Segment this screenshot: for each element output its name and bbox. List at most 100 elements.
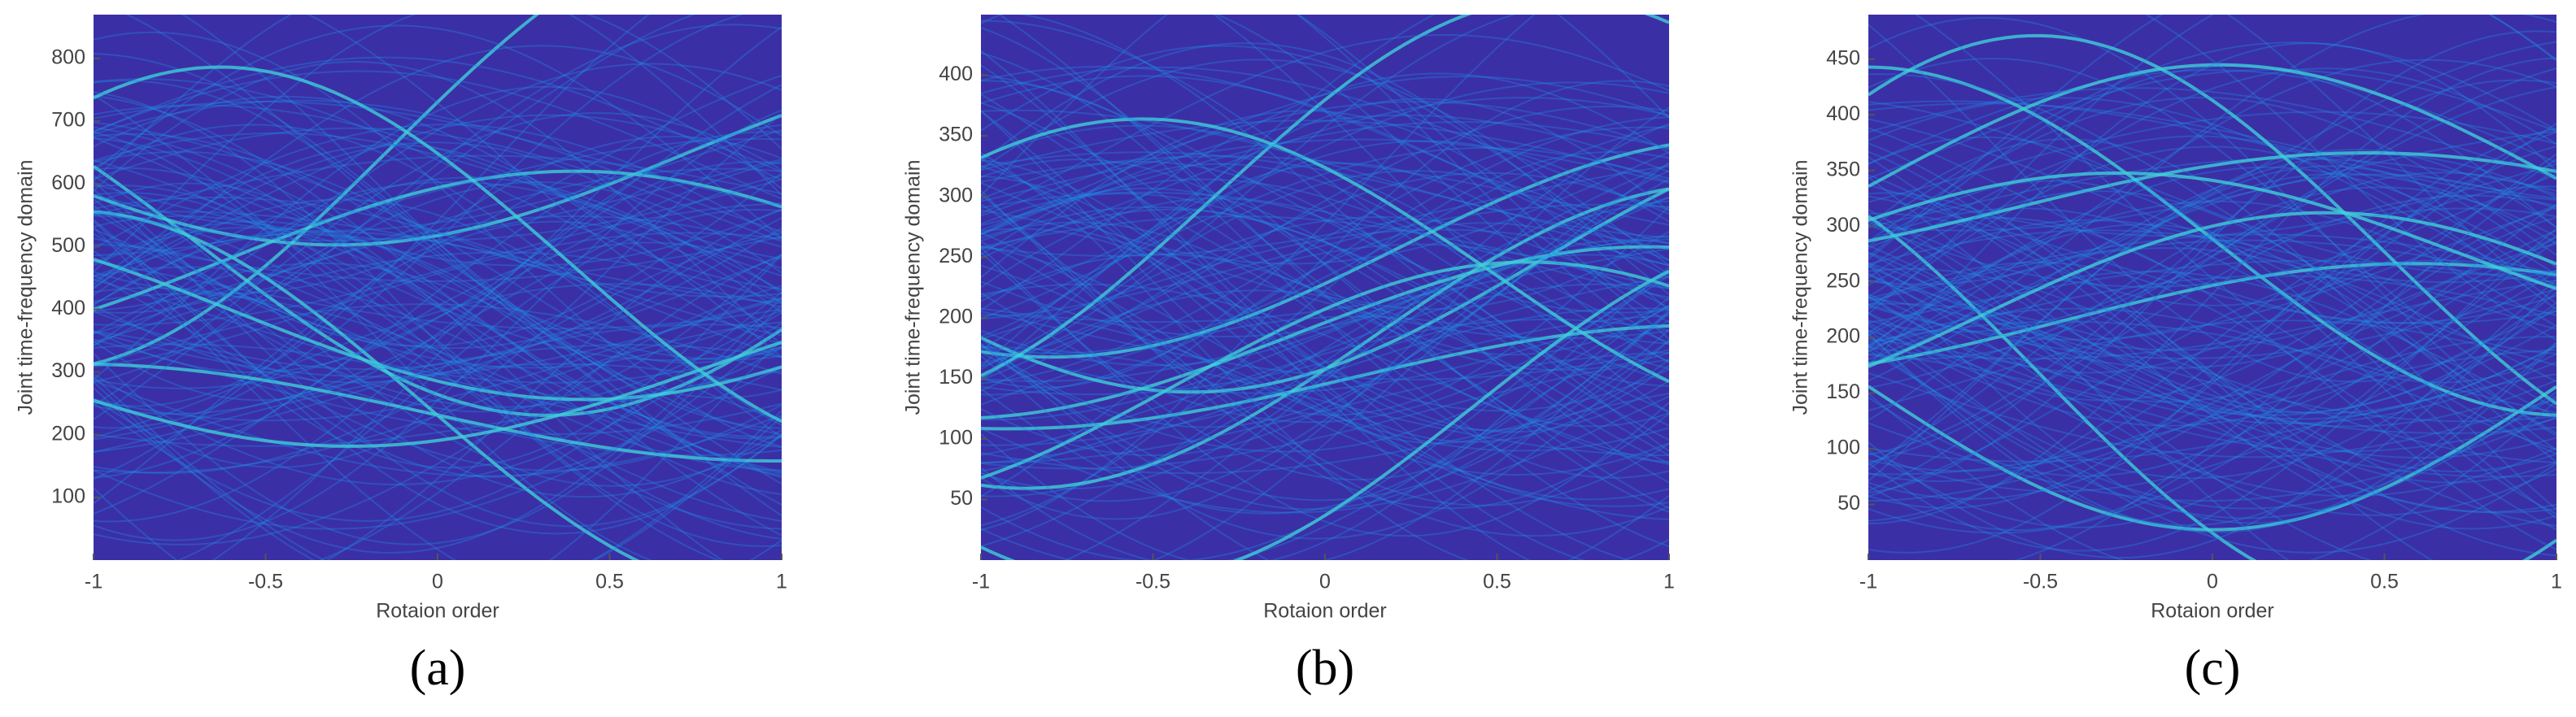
y-tick-label: 700	[51, 109, 85, 132]
curve	[981, 15, 1669, 363]
curve	[981, 165, 1669, 257]
curve	[94, 141, 782, 294]
curve	[2226, 15, 2556, 305]
curve	[94, 228, 782, 369]
curve	[1868, 192, 2434, 560]
x-tick-label: -0.5	[248, 571, 283, 593]
curve	[1868, 67, 2556, 333]
curve	[1868, 123, 2556, 374]
curve	[1868, 145, 2556, 483]
curve	[1868, 207, 2556, 389]
curve	[94, 215, 782, 479]
curve	[981, 165, 1669, 501]
curve	[1868, 288, 2556, 359]
curve	[981, 73, 1669, 314]
curve	[981, 283, 1669, 472]
curve	[981, 120, 1669, 227]
curve	[94, 15, 540, 366]
curve	[94, 215, 782, 530]
curve	[1868, 372, 2556, 458]
curve	[1868, 280, 2556, 514]
curve	[981, 163, 1669, 367]
curve	[94, 15, 650, 407]
curve	[1868, 212, 2556, 557]
curve	[94, 176, 782, 347]
curve	[94, 215, 782, 335]
curve	[94, 251, 782, 344]
curve	[1868, 203, 2556, 477]
curve	[1868, 69, 2556, 165]
curve	[94, 24, 782, 239]
curve	[94, 160, 782, 389]
curve	[94, 15, 744, 429]
curve	[1868, 33, 2556, 406]
curve	[94, 304, 782, 545]
curve	[94, 124, 782, 523]
curve	[94, 137, 782, 438]
curve	[1868, 215, 2556, 560]
curve	[981, 198, 1669, 452]
curve	[94, 114, 782, 247]
curve	[1868, 279, 2556, 360]
curve	[94, 219, 782, 535]
curve	[1868, 262, 2556, 459]
curve	[1868, 65, 2556, 260]
curve	[981, 111, 1669, 443]
curve	[94, 220, 782, 504]
curve	[981, 159, 1669, 513]
curve	[981, 343, 1669, 560]
curve	[1868, 324, 2556, 554]
curve	[94, 31, 782, 448]
curve	[94, 95, 782, 333]
curve	[1868, 30, 2556, 494]
curve	[2013, 216, 2556, 560]
curve	[981, 178, 1669, 457]
curve	[1868, 149, 2556, 471]
curve	[94, 167, 782, 496]
curve	[981, 283, 1669, 466]
curve	[1868, 263, 2556, 416]
curve	[94, 266, 782, 473]
y-tick-label: 250	[939, 245, 973, 267]
curve	[1868, 207, 2556, 455]
curve	[94, 196, 782, 337]
curve	[981, 93, 1669, 311]
curve	[1868, 68, 2556, 180]
curve	[1868, 176, 2556, 414]
curve	[94, 111, 782, 406]
curve	[1868, 131, 2556, 509]
curve	[94, 232, 782, 517]
curve	[1868, 275, 2556, 348]
curve	[94, 144, 782, 358]
curve	[981, 162, 1669, 428]
curve	[94, 255, 782, 370]
curve	[981, 228, 1669, 340]
curve	[981, 72, 1669, 311]
curve	[981, 297, 1669, 515]
curve	[981, 66, 1669, 211]
curve	[94, 174, 782, 415]
curve	[981, 123, 1669, 490]
curve	[1868, 219, 2556, 434]
curve	[1868, 310, 2556, 493]
curve	[94, 74, 782, 295]
curve	[1868, 102, 2556, 200]
curve	[94, 178, 782, 241]
curve	[94, 343, 782, 448]
curve	[94, 297, 782, 554]
curve	[1868, 15, 2556, 364]
curve	[325, 208, 782, 560]
curve	[94, 159, 782, 362]
curve	[1868, 151, 2556, 243]
curve	[981, 140, 1669, 351]
x-tick-label: 0.5	[2370, 571, 2399, 593]
curve	[981, 152, 1669, 560]
y-tick-label: 200	[939, 305, 973, 328]
x-tick-label: 0	[432, 571, 443, 593]
curve	[981, 109, 1669, 239]
curve	[981, 203, 1669, 320]
curve	[981, 245, 1669, 419]
curve	[981, 345, 1669, 457]
curve	[94, 26, 782, 402]
